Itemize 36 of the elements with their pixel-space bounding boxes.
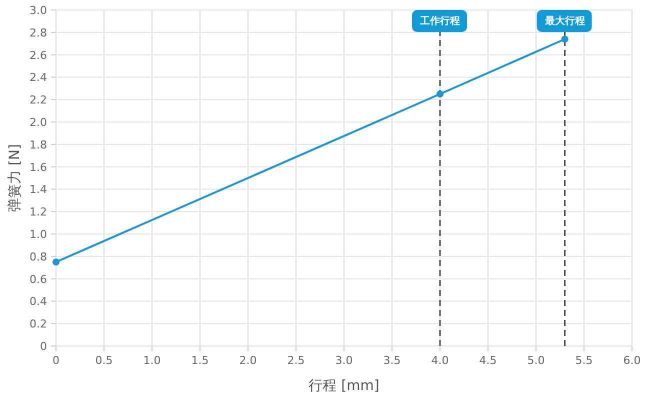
point (52, 258, 60, 266)
x-tick-label: 0.5 (95, 354, 113, 367)
x-tick-label: 2.0 (239, 354, 257, 367)
ref-line-label: 工作行程 (419, 15, 460, 27)
y-tick-label: 1.8 (30, 138, 47, 152)
x-tick-label: 2.5 (287, 354, 305, 367)
y-tick-label: 0.4 (30, 295, 47, 308)
ref-line-label: 最大行程 (544, 15, 585, 27)
x-tick-label: 3.5 (383, 354, 401, 367)
y-tick-label: 2.4 (30, 71, 47, 84)
y-tick-label: 2.2 (30, 94, 47, 107)
y-axis-title: 弹簧力 [N] (7, 144, 23, 212)
y-tick-label: 1.0 (30, 228, 47, 241)
y-tick-label: 2.6 (30, 48, 47, 62)
y-tick-label: 0.8 (30, 250, 47, 264)
y-tick-label: 3.0 (30, 4, 47, 17)
y-tick-label: 1.2 (30, 206, 47, 219)
x-axis-title: 行程 [mm] (308, 378, 380, 394)
y-tick-label: 0.6 (30, 272, 47, 286)
y-tick-label: 0.2 (30, 318, 47, 331)
y-tick-label: 2.0 (30, 116, 47, 129)
y-tick-label: 1.4 (30, 183, 47, 196)
x-tick-label: 4.5 (479, 354, 497, 367)
x-tick-label: 6.0 (623, 354, 641, 367)
x-tick-label: 4.0 (431, 354, 449, 367)
x-tick-label: 1.5 (191, 354, 209, 367)
x-tick-label: 1.0 (143, 354, 161, 367)
x-tick-label: 0 (52, 354, 60, 367)
x-tick-label: 5.0 (527, 354, 545, 367)
point (561, 36, 568, 43)
point (436, 90, 444, 98)
x-tick-label: 5.5 (575, 354, 593, 367)
x-tick-label: 3.0 (335, 354, 353, 367)
y-tick-label: 1.6 (30, 160, 47, 174)
y-tick-label: 2.8 (30, 26, 47, 40)
y-tick-label: 0 (40, 340, 47, 353)
